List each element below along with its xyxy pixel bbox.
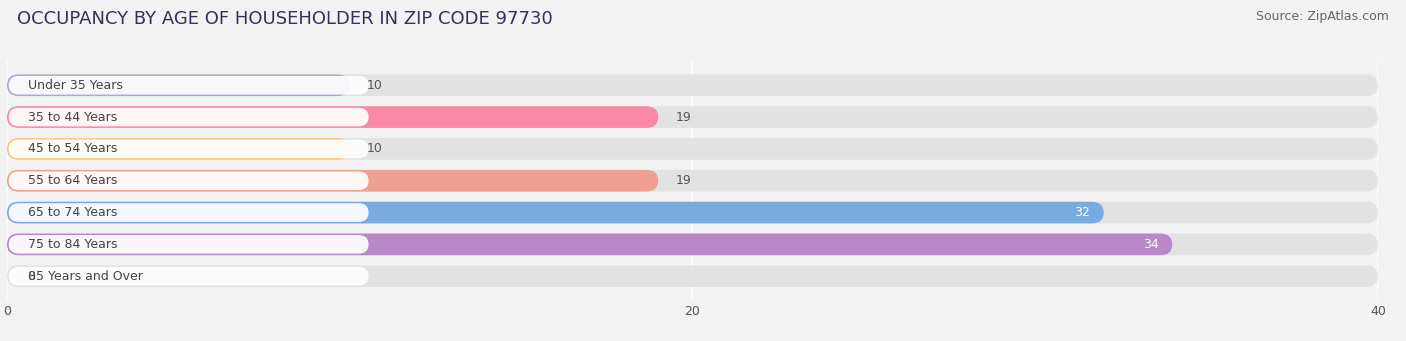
FancyBboxPatch shape [7,265,1378,287]
FancyBboxPatch shape [7,74,1378,96]
FancyBboxPatch shape [7,234,1173,255]
Text: 0: 0 [28,270,35,283]
Text: Under 35 Years: Under 35 Years [28,79,122,92]
FancyBboxPatch shape [7,138,1378,160]
FancyBboxPatch shape [7,106,1378,128]
Text: 32: 32 [1074,206,1090,219]
FancyBboxPatch shape [7,138,350,160]
FancyBboxPatch shape [8,172,368,190]
FancyBboxPatch shape [8,267,368,285]
FancyBboxPatch shape [8,203,368,222]
Text: 65 to 74 Years: 65 to 74 Years [28,206,117,219]
FancyBboxPatch shape [7,234,1378,255]
FancyBboxPatch shape [8,76,368,94]
FancyBboxPatch shape [7,106,658,128]
FancyBboxPatch shape [7,74,350,96]
FancyBboxPatch shape [7,202,1104,223]
Text: 45 to 54 Years: 45 to 54 Years [28,143,117,155]
FancyBboxPatch shape [7,170,1378,192]
FancyBboxPatch shape [7,170,658,192]
Text: Source: ZipAtlas.com: Source: ZipAtlas.com [1256,10,1389,23]
FancyBboxPatch shape [8,108,368,127]
Text: 75 to 84 Years: 75 to 84 Years [28,238,117,251]
Text: 35 to 44 Years: 35 to 44 Years [28,110,117,123]
Text: 19: 19 [675,174,692,187]
Text: 34: 34 [1143,238,1159,251]
Text: 10: 10 [367,79,382,92]
Text: 85 Years and Over: 85 Years and Over [28,270,142,283]
Text: OCCUPANCY BY AGE OF HOUSEHOLDER IN ZIP CODE 97730: OCCUPANCY BY AGE OF HOUSEHOLDER IN ZIP C… [17,10,553,28]
Text: 10: 10 [367,143,382,155]
Text: 19: 19 [675,110,692,123]
Text: 55 to 64 Years: 55 to 64 Years [28,174,117,187]
FancyBboxPatch shape [8,235,368,254]
FancyBboxPatch shape [8,139,368,158]
FancyBboxPatch shape [7,202,1378,223]
